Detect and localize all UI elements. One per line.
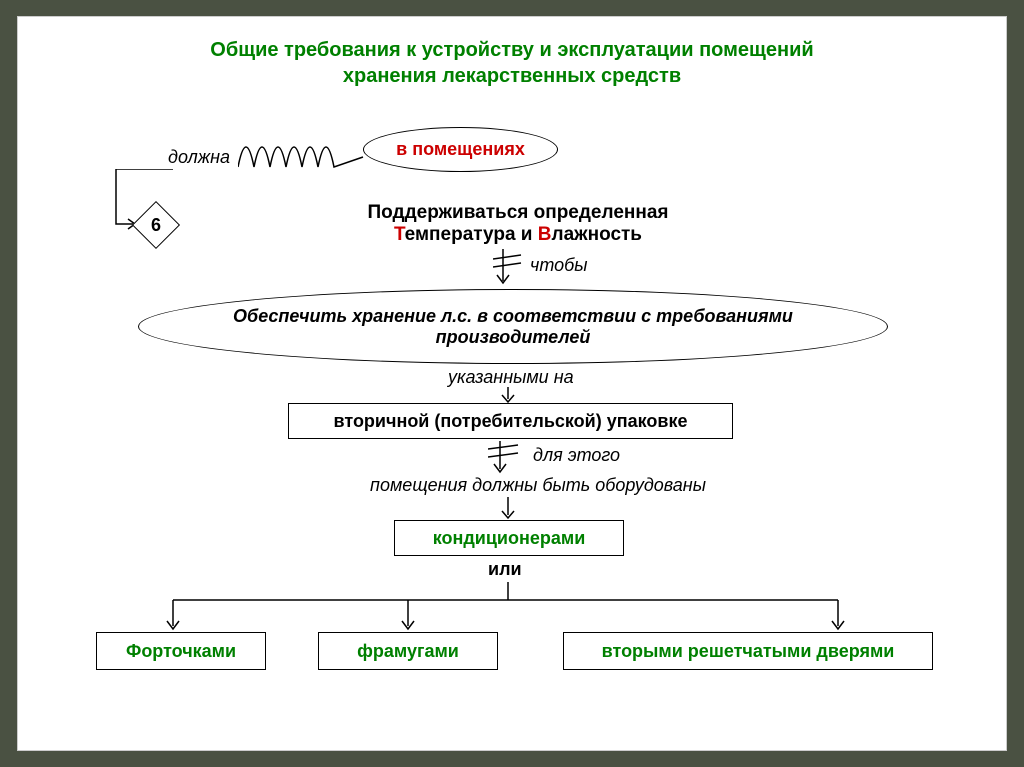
box-kond-text: кондиционерами xyxy=(433,528,586,549)
box-vtorymi: вторыми решетчатыми дверями xyxy=(563,632,933,670)
label-ili: или xyxy=(488,559,522,580)
main-red-T: Т xyxy=(394,224,405,245)
box-framugami: фрамугами xyxy=(318,632,498,670)
ellipse-obespechit: Обеспечить хранение л.с. в соответствии … xyxy=(138,289,888,364)
main-line1: Поддерживаться определенная xyxy=(368,202,669,223)
ellipse-obespechit-text: Обеспечить хранение л.с. в соответствии … xyxy=(159,306,867,348)
title-line1: Общие требования к устройству и эксплуат… xyxy=(210,39,813,61)
main-red-V: В xyxy=(538,224,552,245)
arrow-to-kond xyxy=(498,497,518,522)
box-konditsionerami: кондиционерами xyxy=(394,520,624,556)
label-pomescheniya: помещения должны быть оборудованы xyxy=(328,475,748,496)
box-fortochkami: Форточками xyxy=(96,632,266,670)
label-ukazannymi: указанными на xyxy=(448,367,574,388)
main-end: лажность xyxy=(552,224,643,245)
diamond-node: 6 xyxy=(133,202,179,248)
ellipse-text: в помещениях xyxy=(396,139,525,160)
main-text-block: Поддерживаться определенная Температура … xyxy=(268,202,768,246)
label-chtoby: чтобы xyxy=(530,255,588,276)
ellipse-v-pomescheniyah: в помещениях xyxy=(363,127,558,172)
slide-title: Общие требования к устройству и эксплуат… xyxy=(18,37,1006,89)
main-mid: емпература и xyxy=(405,224,538,245)
diamond-number: 6 xyxy=(151,215,161,236)
label-dlya-etogo: для этого xyxy=(533,445,620,466)
box-vtorichnoy: вторичной (потребительской) упаковке xyxy=(288,403,733,439)
slide-canvas: Общие требования к устройству и эксплуат… xyxy=(17,16,1007,751)
label-dolzhna: должна xyxy=(168,147,230,168)
branch-connector xyxy=(158,582,858,637)
box-framugami-text: фрамугами xyxy=(357,641,459,662)
squiggle-connector xyxy=(238,122,368,177)
box-vtorymi-text: вторыми решетчатыми дверями xyxy=(602,641,895,662)
box-vtorichnoy-text: вторичной (потребительской) упаковке xyxy=(334,411,688,432)
box-fortochkami-text: Форточками xyxy=(126,641,236,662)
title-line2: хранения лекарственных средств xyxy=(343,65,681,87)
